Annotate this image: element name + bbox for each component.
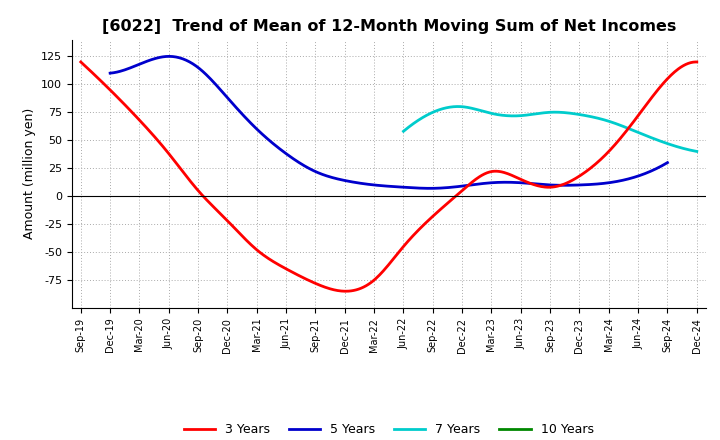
5 Years — [663, 160, 672, 165]
5 Years — [408, 185, 417, 191]
7 Years — [640, 132, 649, 138]
3 Years — [76, 59, 85, 65]
5 Years — [165, 54, 174, 59]
7 Years — [693, 149, 701, 154]
7 Years — [539, 110, 548, 116]
3 Years — [444, 200, 453, 205]
3 Years — [691, 59, 700, 65]
5 Years — [440, 185, 449, 191]
3 Years — [374, 274, 382, 279]
7 Years — [559, 110, 567, 115]
Y-axis label: Amount (million yen): Amount (million yen) — [22, 108, 35, 239]
Line: 3 Years: 3 Years — [81, 62, 697, 291]
5 Years — [565, 183, 574, 188]
7 Years — [686, 147, 695, 153]
5 Years — [372, 183, 380, 188]
3 Years — [370, 277, 379, 282]
7 Years — [575, 112, 583, 117]
7 Years — [454, 104, 462, 109]
3 Years — [342, 289, 351, 294]
7 Years — [399, 128, 408, 134]
Title: [6022]  Trend of Mean of 12-Month Moving Sum of Net Incomes: [6022] Trend of Mean of 12-Month Moving … — [102, 19, 676, 34]
5 Years — [652, 166, 661, 171]
3 Years — [582, 168, 591, 173]
Legend: 3 Years, 5 Years, 7 Years, 10 Years: 3 Years, 5 Years, 7 Years, 10 Years — [179, 418, 598, 440]
3 Years — [679, 63, 688, 68]
5 Years — [106, 70, 114, 76]
7 Years — [541, 110, 549, 115]
3 Years — [411, 231, 420, 236]
Line: 7 Years: 7 Years — [403, 106, 697, 151]
3 Years — [693, 59, 701, 65]
5 Years — [426, 186, 434, 191]
Line: 5 Years: 5 Years — [110, 56, 667, 188]
5 Years — [375, 183, 384, 188]
